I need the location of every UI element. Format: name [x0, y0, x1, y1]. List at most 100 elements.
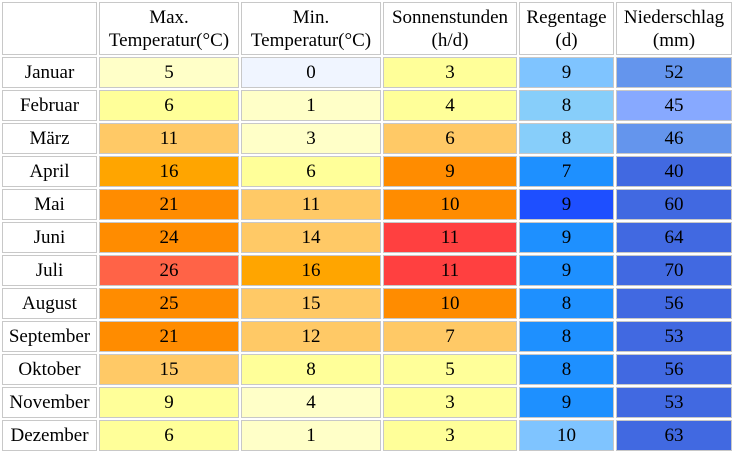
sun-hours-cell: 9 — [383, 156, 517, 187]
max-temp-cell: 5 — [99, 57, 239, 88]
header-sun-hours: Sonnenstunden (h/d) — [383, 2, 517, 55]
max-temp-cell: 6 — [99, 90, 239, 121]
precipitation-cell: 46 — [616, 123, 732, 154]
min-temp-cell: 14 — [241, 222, 381, 253]
max-temp-cell: 16 — [99, 156, 239, 187]
header-sun-hours-line1: Sonnenstunden — [391, 6, 509, 28]
max-temp-cell: 21 — [99, 321, 239, 352]
min-temp-cell: 1 — [241, 420, 381, 451]
month-cell: Juni — [2, 222, 97, 253]
precipitation-cell: 64 — [616, 222, 732, 253]
table-row: Oktober 15 8 5 8 56 — [2, 354, 732, 385]
table-row: Juni 24 14 11 9 64 — [2, 222, 732, 253]
table-row: Januar 5 0 3 9 52 — [2, 57, 732, 88]
month-cell: September — [2, 321, 97, 352]
precipitation-cell: 53 — [616, 321, 732, 352]
min-temp-cell: 4 — [241, 387, 381, 418]
min-temp-cell: 16 — [241, 255, 381, 286]
header-max-temp-line2: Temperatur(°C) — [108, 29, 230, 51]
rain-days-cell: 8 — [519, 354, 614, 385]
table-row: Juli 26 16 11 9 70 — [2, 255, 732, 286]
min-temp-cell: 11 — [241, 189, 381, 220]
rain-days-cell: 9 — [519, 387, 614, 418]
rain-days-cell: 9 — [519, 222, 614, 253]
month-cell: März — [2, 123, 97, 154]
rain-days-cell: 9 — [519, 189, 614, 220]
min-temp-cell: 0 — [241, 57, 381, 88]
sun-hours-cell: 3 — [383, 420, 517, 451]
precipitation-cell: 60 — [616, 189, 732, 220]
precipitation-cell: 56 — [616, 288, 732, 319]
header-max-temp: Max. Temperatur(°C) — [99, 2, 239, 55]
month-cell: November — [2, 387, 97, 418]
sun-hours-cell: 4 — [383, 90, 517, 121]
month-cell: Mai — [2, 189, 97, 220]
min-temp-cell: 15 — [241, 288, 381, 319]
header-precipitation-line2: (mm) — [652, 29, 696, 51]
corner-cell — [2, 2, 97, 55]
precipitation-cell: 40 — [616, 156, 732, 187]
rain-days-cell: 8 — [519, 123, 614, 154]
precipitation-cell: 52 — [616, 57, 732, 88]
month-cell: August — [2, 288, 97, 319]
month-cell: Dezember — [2, 420, 97, 451]
sun-hours-cell: 6 — [383, 123, 517, 154]
rain-days-cell: 8 — [519, 288, 614, 319]
max-temp-cell: 25 — [99, 288, 239, 319]
rain-days-cell: 8 — [519, 90, 614, 121]
min-temp-cell: 12 — [241, 321, 381, 352]
header-sun-hours-line2: (h/d) — [431, 29, 469, 51]
table-row: November 9 4 3 9 53 — [2, 387, 732, 418]
header-min-temp-line2: Temperatur(°C) — [250, 29, 372, 51]
month-cell: Januar — [2, 57, 97, 88]
header-min-temp-line1: Min. — [292, 6, 330, 28]
table-row: Februar 6 1 4 8 45 — [2, 90, 732, 121]
sun-hours-cell: 3 — [383, 57, 517, 88]
rain-days-cell: 9 — [519, 57, 614, 88]
header-max-temp-line1: Max. — [149, 6, 189, 28]
sun-hours-cell: 11 — [383, 222, 517, 253]
header-rain-days-line1: Regentage — [526, 6, 607, 28]
header-rain-days-line2: (d) — [555, 29, 578, 51]
max-temp-cell: 11 — [99, 123, 239, 154]
header-rain-days: Regentage (d) — [519, 2, 614, 55]
rain-days-cell: 10 — [519, 420, 614, 451]
table-row: März 11 3 6 8 46 — [2, 123, 732, 154]
table-row: September 21 12 7 8 53 — [2, 321, 732, 352]
rain-days-cell: 9 — [519, 255, 614, 286]
header-min-temp: Min. Temperatur(°C) — [241, 2, 381, 55]
sun-hours-cell: 10 — [383, 288, 517, 319]
table-row: Mai 21 11 10 9 60 — [2, 189, 732, 220]
header-precipitation-line1: Niederschlag — [623, 6, 725, 28]
min-temp-cell: 8 — [241, 354, 381, 385]
sun-hours-cell: 7 — [383, 321, 517, 352]
max-temp-cell: 24 — [99, 222, 239, 253]
header-precipitation: Niederschlag (mm) — [616, 2, 732, 55]
month-cell: Februar — [2, 90, 97, 121]
sun-hours-cell: 5 — [383, 354, 517, 385]
month-cell: Juli — [2, 255, 97, 286]
max-temp-cell: 15 — [99, 354, 239, 385]
min-temp-cell: 3 — [241, 123, 381, 154]
month-cell: April — [2, 156, 97, 187]
max-temp-cell: 6 — [99, 420, 239, 451]
min-temp-cell: 1 — [241, 90, 381, 121]
precipitation-cell: 53 — [616, 387, 732, 418]
table-row: April 16 6 9 7 40 — [2, 156, 732, 187]
precipitation-cell: 56 — [616, 354, 732, 385]
max-temp-cell: 26 — [99, 255, 239, 286]
month-cell: Oktober — [2, 354, 97, 385]
min-temp-cell: 6 — [241, 156, 381, 187]
rain-days-cell: 8 — [519, 321, 614, 352]
precipitation-cell: 70 — [616, 255, 732, 286]
precipitation-cell: 45 — [616, 90, 732, 121]
table-row: Dezember 6 1 3 10 63 — [2, 420, 732, 451]
sun-hours-cell: 10 — [383, 189, 517, 220]
table-row: August 25 15 10 8 56 — [2, 288, 732, 319]
max-temp-cell: 21 — [99, 189, 239, 220]
sun-hours-cell: 11 — [383, 255, 517, 286]
rain-days-cell: 7 — [519, 156, 614, 187]
header-row: Max. Temperatur(°C) Min. Temperatur(°C) … — [2, 2, 732, 55]
precipitation-cell: 63 — [616, 420, 732, 451]
